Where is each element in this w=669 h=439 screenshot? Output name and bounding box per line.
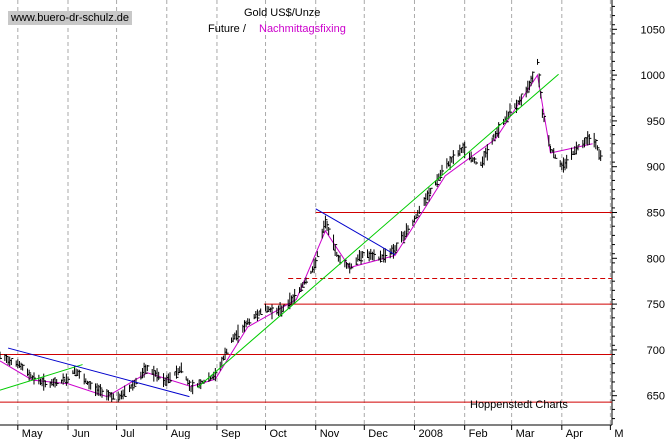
x-tick-label: Mar [516,428,535,439]
fixing-line [0,73,593,398]
uptrend-line [0,364,83,391]
x-tick-label: Nov [320,428,340,439]
y-tick-label: 850 [647,208,665,220]
y-tick-label: 900 [647,162,665,174]
uptrend-line [197,73,559,388]
downtrend-line [315,208,396,256]
x-tick-label: Oct [270,428,287,439]
site-label: www.buero-dr-schulz.de [8,11,132,25]
x-tick-label: M [614,428,623,439]
x-tick-label: Jul [121,428,135,439]
y-tick-label: 800 [647,253,665,265]
y-tick-label: 1050 [641,24,665,36]
x-tick-label: Aug [171,428,191,439]
x-tick-label: Dec [368,428,388,439]
subtitle-future: Future / [208,23,246,35]
x-tick-label: Jun [72,428,90,439]
source-label: Hoppenstedt Charts [470,399,568,411]
y-tick-label: 650 [647,391,665,403]
y-tick-label: 1000 [641,70,665,82]
chart-title: Gold US$/Unze [244,7,321,19]
downtrend-line [7,347,190,398]
x-tick-label: Feb [469,428,488,439]
x-tick-label: Apr [566,428,583,439]
x-tick-label: 2008 [418,428,442,439]
subtitle-fixing: Nachmittagsfixing [259,23,346,35]
y-tick-label: 750 [647,299,665,311]
y-tick-label: 950 [647,116,665,128]
x-tick-label: May [22,428,43,439]
x-tick-label: Sep [221,428,241,439]
y-tick-label: 700 [647,345,665,357]
